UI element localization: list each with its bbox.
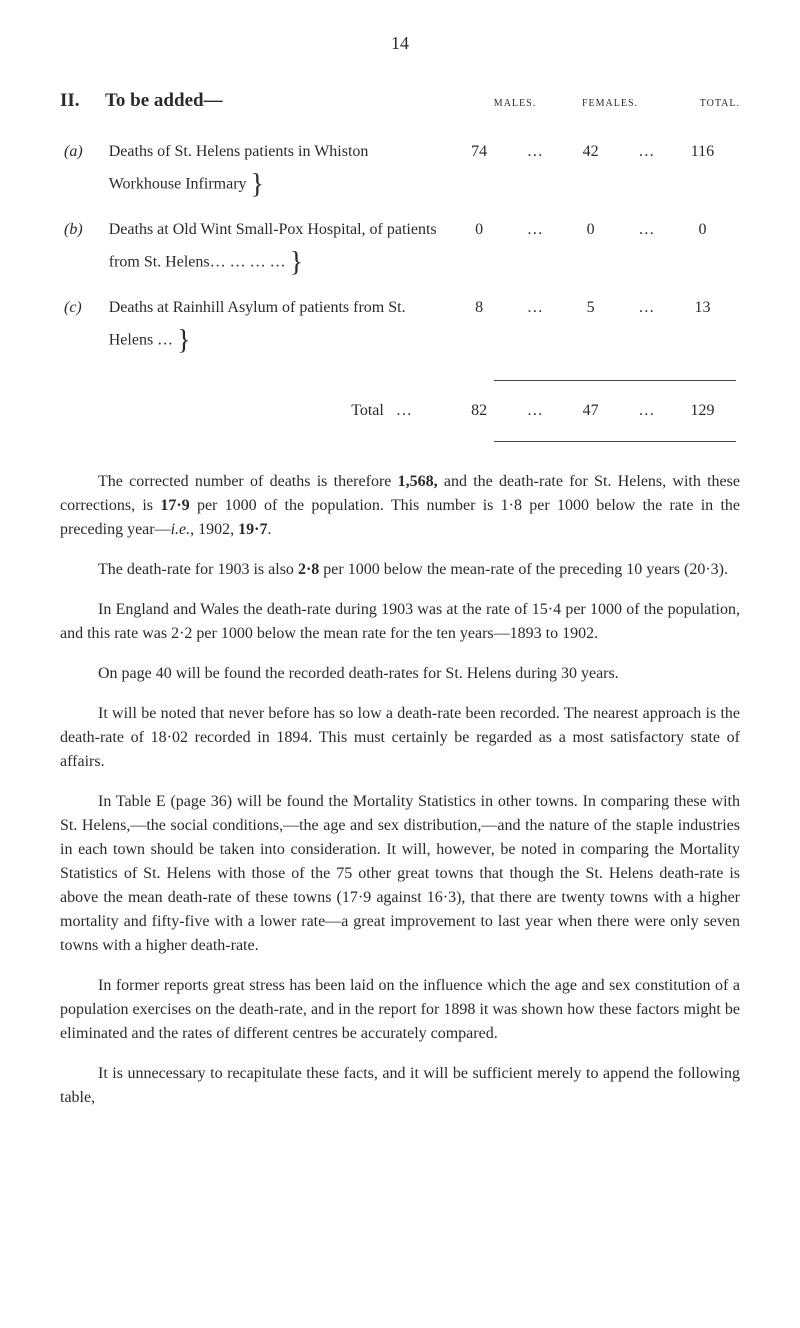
table-rule-row: [60, 368, 740, 393]
document-page: 14 II. To be added— MALES. FEMALES. TOTA…: [0, 0, 800, 1176]
table-rule-row: [60, 429, 740, 454]
cell-dots: …: [516, 212, 553, 290]
column-head-females: FEMALES.: [560, 96, 660, 111]
row-desc: Deaths at Old Wint Small-Pox Hospital, o…: [105, 212, 442, 290]
cell-females: 5: [553, 290, 627, 368]
cell-total: 13: [665, 290, 740, 368]
row-desc-text: Deaths of St. Helens patients in Whiston…: [109, 143, 369, 193]
page-number: 14: [60, 30, 740, 57]
total-females: 47: [553, 393, 627, 429]
cell-dots: …: [628, 134, 665, 212]
cell-males: 74: [442, 134, 516, 212]
paragraph: In England and Wales the death-rate duri…: [60, 598, 740, 646]
text-run: The death-rate for 1903 is also: [98, 561, 298, 578]
cell-total: 0: [665, 212, 740, 290]
cell-dots: …: [516, 290, 553, 368]
row-desc-text: Deaths at Rainhill Asylum of patients fr…: [109, 299, 406, 349]
text-bold: 17·9: [160, 497, 189, 514]
row-label: (a): [60, 134, 105, 212]
row-label: (c): [60, 290, 105, 368]
row-desc-text: Deaths at Old Wint Small-Pox Hospital, o…: [109, 221, 437, 271]
paragraph: It will be noted that never before has s…: [60, 702, 740, 774]
cell-dots: …: [516, 134, 553, 212]
section-title: To be added—: [105, 87, 470, 116]
cell-females: 0: [553, 212, 627, 290]
cell-total: 116: [665, 134, 740, 212]
brace-icon: }: [290, 242, 303, 284]
table-row: (a) Deaths of St. Helens patients in Whi…: [60, 134, 740, 212]
text-run: , 1902,: [190, 521, 238, 538]
cell-males: 8: [442, 290, 516, 368]
text-italic: i.e.: [171, 521, 191, 538]
paragraph: On page 40 will be found the recorded de…: [60, 662, 740, 686]
row-desc: Deaths of St. Helens patients in Whiston…: [105, 134, 442, 212]
paragraph: In Table E (page 36) will be found the M…: [60, 790, 740, 958]
table-rule: [494, 380, 736, 381]
table-total-row: Total … 82 … 47 … 129: [60, 393, 740, 429]
paragraph: The corrected number of deaths is theref…: [60, 470, 740, 542]
text-bold: 19·7: [238, 521, 267, 538]
brace-icon: }: [251, 164, 264, 206]
deaths-table: (a) Deaths of St. Helens patients in Whi…: [60, 134, 740, 454]
cell-dots: …: [628, 393, 665, 429]
total-label-text: Total: [351, 402, 384, 419]
cell-dots: …: [628, 212, 665, 290]
total-label: Total …: [105, 393, 442, 429]
brace-icon: }: [177, 320, 190, 362]
text-run: .: [268, 521, 272, 538]
paragraph: The death-rate for 1903 is also 2·8 per …: [60, 558, 740, 582]
section-header-row: II. To be added— MALES. FEMALES. TOTAL.: [60, 87, 740, 116]
cell-males: 0: [442, 212, 516, 290]
paragraph: In former reports great stress has been …: [60, 974, 740, 1046]
total-males: 82: [442, 393, 516, 429]
table-row: (b) Deaths at Old Wint Small-Pox Hospita…: [60, 212, 740, 290]
table-rule: [494, 441, 736, 442]
text-run: The corrected number of deaths is theref…: [98, 473, 398, 490]
row-desc: Deaths at Rainhill Asylum of patients fr…: [105, 290, 442, 368]
column-head-males: MALES.: [470, 96, 560, 111]
total-total: 129: [665, 393, 740, 429]
text-run: per 1000 below the mean-rate of the prec…: [319, 561, 728, 578]
cell-females: 42: [553, 134, 627, 212]
table-row: (c) Deaths at Rainhill Asylum of patient…: [60, 290, 740, 368]
cell-dots: …: [628, 290, 665, 368]
text-bold: 2·8: [298, 561, 319, 578]
section-number: II.: [60, 87, 105, 116]
cell-dots: …: [516, 393, 553, 429]
paragraph: It is unnecessary to recapitulate these …: [60, 1062, 740, 1110]
text-bold: 1,568,: [398, 473, 438, 490]
column-head-total: TOTAL.: [660, 96, 740, 111]
row-label: (b): [60, 212, 105, 290]
